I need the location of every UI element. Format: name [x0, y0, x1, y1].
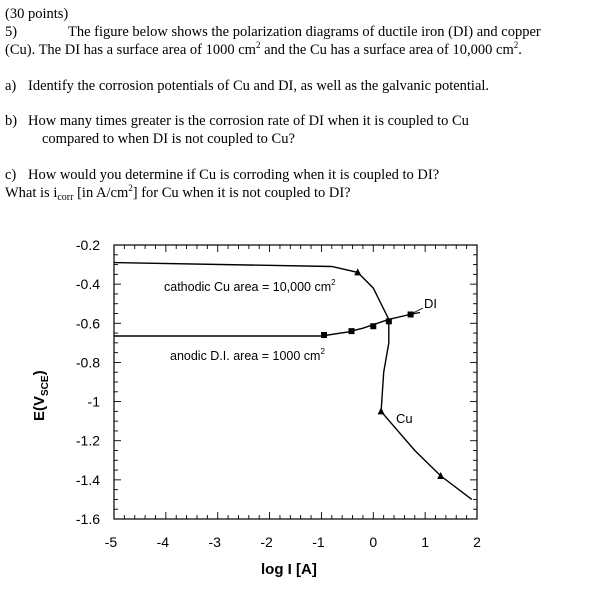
di-marker: [385, 318, 392, 325]
x-tick-label: -1: [312, 534, 325, 550]
question-c-text-2: What is icorr [in A/cm2] for Cu when it …: [5, 183, 351, 203]
x-tick-label: -3: [208, 534, 221, 550]
svg-text:E(VSCE): E(VSCE): [31, 370, 51, 421]
intro-line-1: The figure below shows the polarization …: [68, 24, 541, 40]
points-label: (30 points): [5, 6, 69, 22]
cu-marker: [377, 407, 385, 415]
x-tick-label: 2: [473, 534, 481, 550]
x-axis-label: log I [A]: [261, 561, 317, 578]
cu-marker: [354, 268, 362, 276]
x-tick-labels: -5 -4 -3 -2 -1 0 1 2: [105, 534, 481, 550]
anodic-annotation: anodic D.I. area = 1000 cm2: [170, 347, 325, 363]
di-marker: [407, 311, 414, 318]
y-tick-labels: -0.2 -0.4 -0.6 -0.8 -1 -1.2 -1.4 -1.6: [76, 237, 100, 527]
y-tick-label: -1.6: [76, 511, 100, 527]
question-c-label: c): [5, 167, 17, 183]
question-b-label: b): [5, 113, 18, 129]
di-marker: [370, 323, 377, 330]
cathodic-annotation: cathodic Cu area = 10,000 cm2: [164, 278, 336, 294]
question-a-label: a): [5, 78, 17, 94]
cu-marker: [437, 471, 445, 479]
question-c-text-1: How would you determine if Cu is corrodi…: [28, 167, 440, 183]
y-tick-label: -1: [88, 394, 101, 410]
di-label-leader: [412, 307, 424, 314]
intro-line-2: (Cu). The DI has a surface area of 1000 …: [5, 40, 522, 58]
di-marker: [321, 332, 328, 339]
problem-number: 5): [5, 24, 18, 40]
series-layer: [113, 261, 473, 500]
x-tick-label: 1: [421, 534, 429, 550]
y-tick-label: -1.2: [76, 433, 100, 449]
y-tick-label: -0.4: [76, 276, 100, 292]
y-tick-label: -1.4: [76, 472, 100, 488]
question-a-text: Identify the corrosion potentials of Cu …: [28, 78, 490, 94]
y-axis-label: E(VSCE): [31, 370, 51, 421]
polarization-figure: -0.2 -0.4 -0.6 -0.8 -1 -1.2 -1.4 -1.6 -5 -4 -3 -2-…: [0, 225, 611, 600]
x-tick-label: -2: [260, 534, 273, 550]
x-tick-label: -5: [105, 534, 118, 550]
di-curve-label: DI: [424, 296, 437, 311]
polarization-chart: -0.2-0.4-0.6-0.8-1-1.2-1.4-1.6 -5 -4 -3 -2-…: [31, 237, 481, 578]
y-tick-label: -0.8: [76, 354, 100, 370]
question-b-text-2: compared to when DI is not coupled to Cu…: [42, 131, 295, 147]
cu-curve: [113, 261, 473, 500]
x-tick-label: 0: [369, 534, 377, 550]
question-b-text-1: How many times greater is the corrosion …: [28, 113, 469, 129]
y-tick-label: -0.6: [76, 315, 100, 331]
cu-curve-label: Cu: [396, 411, 413, 426]
di-marker: [348, 328, 355, 335]
y-tick-label: -0.2: [76, 237, 100, 253]
x-tick-label: -4: [157, 534, 170, 550]
axis-ticks: [113, 244, 478, 520]
